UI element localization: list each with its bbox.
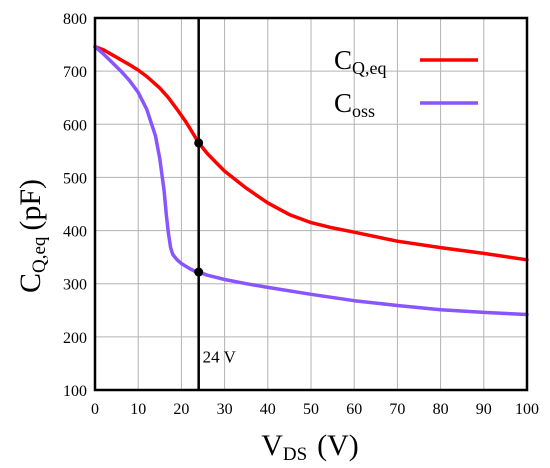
x-tick-label: 50 xyxy=(303,401,319,418)
x-tick-label: 10 xyxy=(130,401,146,418)
x-axis-label-main: V xyxy=(261,429,283,462)
marker-point xyxy=(194,267,204,277)
y-tick-label: 400 xyxy=(63,224,87,241)
annotation-layer: 24 V xyxy=(194,18,237,390)
y-tick-label: 700 xyxy=(63,64,87,81)
y-tick-label: 300 xyxy=(63,277,87,294)
x-axis-label-unit: (V) xyxy=(317,429,359,462)
plot-frame xyxy=(93,16,529,392)
legend-label-2: Coss xyxy=(334,88,375,121)
x-tick-label: 0 xyxy=(91,401,99,418)
y-tick-label: 100 xyxy=(63,383,87,400)
x-tick-label: 40 xyxy=(260,401,276,418)
annotation-label: 24 V xyxy=(203,347,237,366)
marker-point xyxy=(194,138,204,148)
y-tick-label: 500 xyxy=(63,170,87,187)
x-axis-label: VDS (V) xyxy=(261,429,359,465)
y-axis-label: CQ,eq (pF) xyxy=(14,179,50,293)
x-tick-label: 60 xyxy=(346,401,362,418)
x-tick-label: 70 xyxy=(389,401,405,418)
y-tick-label: 600 xyxy=(63,117,87,134)
series-line-1 xyxy=(93,44,529,262)
y-tick-labels: 100 200 300 400 500 600 700 800 xyxy=(63,11,87,400)
y-tick-label: 200 xyxy=(63,330,87,347)
x-tick-label: 30 xyxy=(217,401,233,418)
legend-label-1: CQ,eq xyxy=(334,45,387,78)
series-layer xyxy=(93,44,529,317)
y-axis-label-sub: Q,eq xyxy=(29,236,50,273)
x-tick-label: 100 xyxy=(515,401,539,418)
x-tick-labels: 0 10 20 30 40 50 60 70 80 90 100 xyxy=(91,401,539,418)
grid-lines xyxy=(95,18,527,390)
x-axis-label-sub: DS xyxy=(283,444,307,465)
legend: CQ,eq Coss xyxy=(334,45,478,121)
x-tick-label: 90 xyxy=(476,401,492,418)
y-axis-label-unit: (pF) xyxy=(14,179,47,231)
x-tick-label: 80 xyxy=(433,401,449,418)
y-tick-label: 800 xyxy=(63,11,87,28)
y-axis-label-main: C xyxy=(14,273,47,293)
x-tick-label: 20 xyxy=(173,401,189,418)
series-line-2 xyxy=(93,44,529,317)
